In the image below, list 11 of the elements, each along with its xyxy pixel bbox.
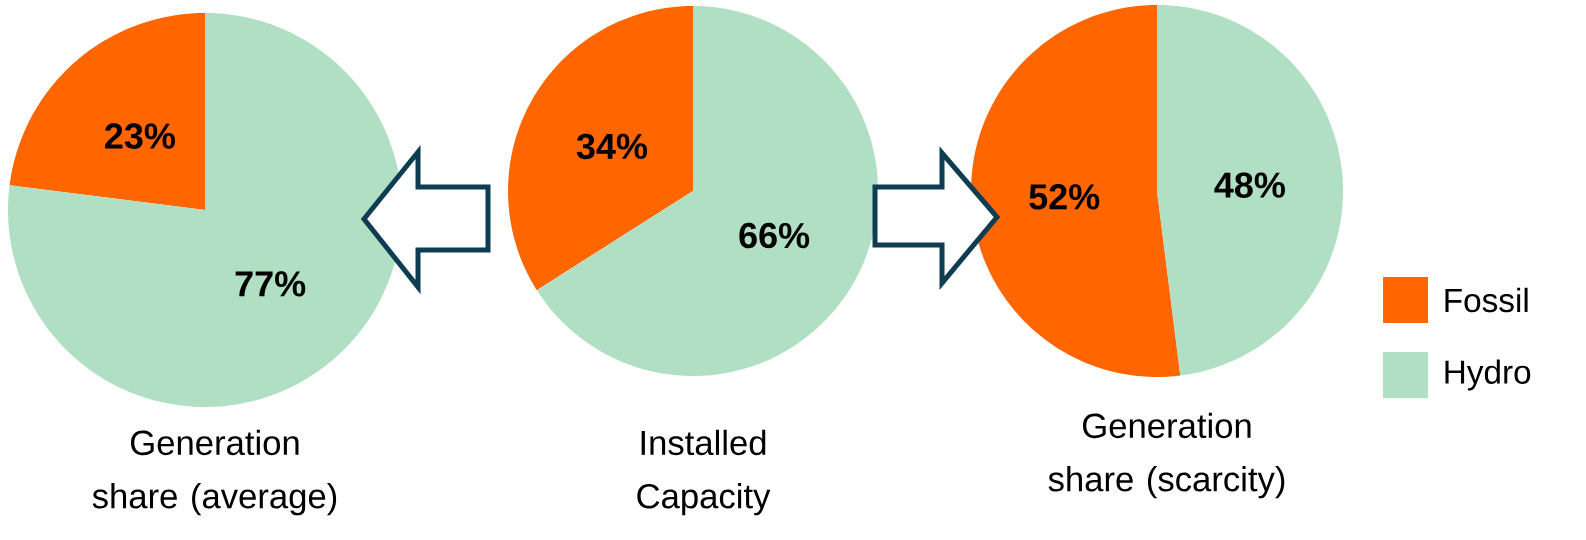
data-label: 23% <box>105 123 175 149</box>
data-label: 34% <box>576 133 648 160</box>
text: Generation share (average) <box>92 429 337 516</box>
legend-label: Fossil <box>1445 287 1528 313</box>
data-label: 66% <box>739 222 810 249</box>
text: Installed Capacity <box>637 429 771 516</box>
data-label: 48% <box>1214 172 1285 198</box>
data-label: 77% <box>235 271 306 297</box>
text: Generation share (scarcity) <box>1048 412 1285 499</box>
legend-label: Hydro <box>1445 359 1531 391</box>
data-label: 52% <box>1029 184 1100 210</box>
